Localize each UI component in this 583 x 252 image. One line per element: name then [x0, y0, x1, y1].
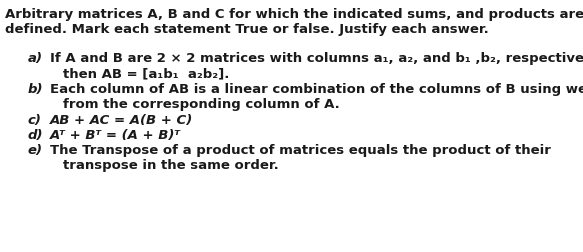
Text: Each column of AB is a linear combination of the columns of B using weights: Each column of AB is a linear combinatio…	[50, 83, 583, 96]
Text: Arbitrary matrices A, B and C for which the indicated sums, and products are: Arbitrary matrices A, B and C for which …	[5, 8, 583, 21]
Text: Aᵀ + Bᵀ = (A + B)ᵀ: Aᵀ + Bᵀ = (A + B)ᵀ	[50, 129, 181, 141]
Text: then AB = [a₁b₁  a₂b₂].: then AB = [a₁b₁ a₂b₂].	[63, 67, 229, 80]
Text: a): a)	[28, 52, 43, 65]
Text: c): c)	[28, 114, 42, 127]
Text: defined. Mark each statement True or false. Justify each answer.: defined. Mark each statement True or fal…	[5, 23, 489, 36]
Text: b): b)	[28, 83, 44, 96]
Text: from the corresponding column of A.: from the corresponding column of A.	[63, 98, 340, 111]
Text: AB + AC = A(B + C): AB + AC = A(B + C)	[50, 114, 193, 127]
Text: If A and B are 2 × 2 matrices with columns a₁, a₂, and b₁ ,b₂, respectively,: If A and B are 2 × 2 matrices with colum…	[50, 52, 583, 65]
Text: The Transpose of a product of matrices equals the product of their: The Transpose of a product of matrices e…	[50, 143, 551, 156]
Text: d): d)	[28, 129, 44, 141]
Text: transpose in the same order.: transpose in the same order.	[63, 158, 279, 171]
Text: e): e)	[28, 143, 43, 156]
